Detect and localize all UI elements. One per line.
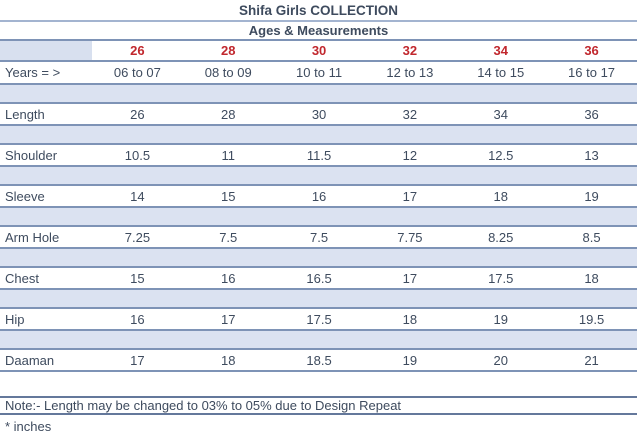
year-range-cell: 06 to 07 bbox=[113, 65, 161, 80]
measurement-value: 16.5 bbox=[306, 270, 332, 286]
measurement-value: 18 bbox=[493, 188, 508, 204]
measurement-label: Hip bbox=[5, 311, 25, 327]
measurement-value: 17.5 bbox=[306, 311, 332, 327]
year-range-cells: 06 to 07 08 to 09 10 to 11 12 to 13 14 t… bbox=[92, 62, 637, 83]
measurement-value: 15 bbox=[130, 270, 145, 286]
measurement-value: 8.5 bbox=[582, 229, 601, 245]
size-header-cells: 26 28 30 32 34 36 bbox=[92, 41, 637, 60]
measurement-value: 8.25 bbox=[488, 229, 514, 245]
measurement-row-hip: Hip 16 17 17.5 18 19 19.5 bbox=[0, 309, 637, 331]
measurement-value: 16 bbox=[311, 188, 327, 204]
measurement-value: 10.5 bbox=[124, 147, 151, 163]
measurement-value: 18 bbox=[402, 311, 418, 327]
measurement-value: 13 bbox=[584, 147, 599, 163]
measurement-value: 19 bbox=[584, 188, 599, 204]
size-header-row: 26 28 30 32 34 36 bbox=[0, 41, 637, 62]
measurement-value: 18.5 bbox=[306, 352, 332, 368]
measurement-value: 14 bbox=[130, 188, 145, 204]
size-header-cell: 28 bbox=[221, 43, 236, 58]
size-header-cell: 26 bbox=[130, 43, 145, 58]
size-header-cell: 32 bbox=[402, 43, 418, 58]
measurement-value: 17 bbox=[402, 270, 418, 286]
measurement-value: 12 bbox=[402, 147, 418, 163]
measurement-value: 11.5 bbox=[306, 147, 332, 163]
units-row: * inches bbox=[0, 415, 637, 438]
size-header-cell: 36 bbox=[584, 43, 599, 58]
measurement-value: 21 bbox=[584, 352, 599, 368]
measurement-value: 19 bbox=[493, 311, 508, 327]
measurement-value: 34 bbox=[493, 106, 508, 122]
measurement-value: 32 bbox=[402, 106, 418, 122]
year-range-cell: 14 to 15 bbox=[477, 65, 525, 80]
measurement-value: 11 bbox=[221, 147, 235, 163]
size-header-cell: 34 bbox=[493, 43, 508, 58]
subtitle-row: Ages & Measurements bbox=[0, 22, 637, 41]
measurement-value: 18 bbox=[221, 352, 236, 368]
measurement-label: Length bbox=[5, 106, 45, 122]
measurement-value: 12.5 bbox=[488, 147, 514, 163]
measurement-label: Shoulder bbox=[5, 147, 58, 163]
spacer-row bbox=[0, 290, 637, 309]
measurement-label: Chest bbox=[5, 270, 39, 286]
spacer-row bbox=[0, 167, 637, 186]
spacer-row bbox=[0, 208, 637, 227]
page-title: Shifa Girls COLLECTION bbox=[238, 2, 398, 18]
year-range-cell: 08 to 09 bbox=[204, 65, 252, 80]
note-text: Note:- Length may be changed to 03% to 0… bbox=[5, 398, 402, 413]
note-row: Note:- Length may be changed to 03% to 0… bbox=[0, 398, 637, 415]
measurement-value: 18 bbox=[584, 270, 599, 286]
measurement-value: 17 bbox=[402, 188, 418, 204]
measurement-value: 17.5 bbox=[488, 270, 514, 286]
measurement-value: 7.75 bbox=[397, 229, 423, 245]
spacer-row bbox=[0, 85, 637, 104]
measurement-value: 28 bbox=[221, 106, 236, 122]
measurement-row-arm-hole: Arm Hole 7.25 7.5 7.5 7.75 8.25 8.5 bbox=[0, 227, 637, 249]
measurement-value: 30 bbox=[311, 106, 327, 122]
measurement-value: 17 bbox=[221, 311, 236, 327]
spacer-row bbox=[0, 249, 637, 268]
size-header-spacer-cell bbox=[0, 41, 92, 60]
spacer-row bbox=[0, 331, 637, 350]
measurement-row-daaman: Daaman 17 18 18.5 19 20 21 bbox=[0, 350, 637, 372]
measurement-value: 7.25 bbox=[124, 229, 151, 245]
years-label: Years = > bbox=[5, 65, 61, 80]
measurement-value: 36 bbox=[584, 106, 599, 122]
year-range-cell: 12 to 13 bbox=[386, 65, 434, 80]
measurement-value: 17 bbox=[130, 352, 145, 368]
year-range-cell: 10 to 11 bbox=[296, 65, 343, 80]
measurement-row-shoulder: Shoulder 10.5 11 11.5 12 12.5 13 bbox=[0, 145, 637, 167]
measurement-value: 7.5 bbox=[310, 229, 329, 245]
gap-row bbox=[0, 372, 637, 398]
spacer-row bbox=[0, 126, 637, 145]
measurement-row-sleeve: Sleeve 14 15 16 17 18 19 bbox=[0, 186, 637, 208]
measurement-label: Sleeve bbox=[5, 188, 45, 204]
chart-subtitle: Ages & Measurements bbox=[248, 23, 389, 38]
measurement-row-chest: Chest 15 16 16.5 17 17.5 18 bbox=[0, 268, 637, 290]
measurement-value: 16 bbox=[221, 270, 236, 286]
measurement-row-length: Length 26 28 30 32 34 36 bbox=[0, 104, 637, 126]
measurement-value: 19 bbox=[402, 352, 418, 368]
units-note: * inches bbox=[5, 419, 52, 434]
measurement-value: 19.5 bbox=[578, 311, 605, 327]
measurement-value: 26 bbox=[130, 106, 145, 122]
size-header-cell: 30 bbox=[311, 43, 327, 58]
years-row: Years = > 06 to 07 08 to 09 10 to 11 12 … bbox=[0, 62, 637, 85]
measurement-label: Daaman bbox=[5, 352, 55, 368]
measurement-value: 7.5 bbox=[219, 229, 238, 245]
measurement-value: 16 bbox=[130, 311, 145, 327]
measurement-value: 20 bbox=[493, 352, 508, 368]
measurement-label: Arm Hole bbox=[5, 229, 60, 245]
year-range-cell: 16 to 17 bbox=[568, 65, 616, 80]
title-row: Shifa Girls COLLECTION bbox=[0, 0, 637, 22]
measurement-value: 15 bbox=[221, 188, 236, 204]
